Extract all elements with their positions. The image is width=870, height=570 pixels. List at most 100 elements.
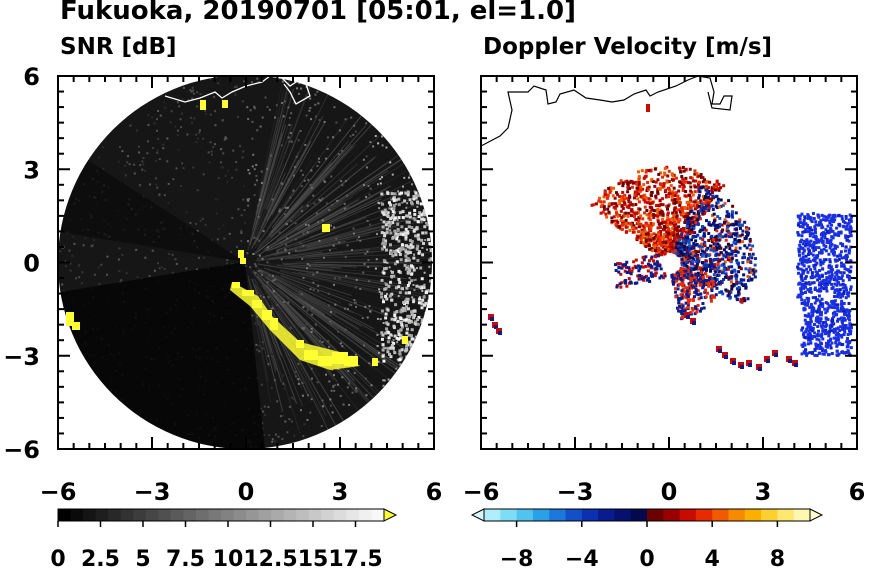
doppler-far-cluster-cell [814, 263, 818, 267]
snr-speckle [254, 263, 257, 266]
doppler-receding-cell [672, 233, 676, 237]
snr-bright-echo [430, 318, 432, 322]
doppler-receding-cell [695, 203, 699, 207]
snr-speckle [168, 253, 171, 256]
snr-speckle [316, 165, 319, 168]
snr-speckle [369, 436, 372, 439]
doppler-approaching-cell [707, 231, 711, 235]
snr-bright-echo [417, 316, 421, 320]
doppler-approaching-cell [747, 227, 751, 231]
doppler-receding-cell [640, 230, 644, 234]
snr-speckle [306, 418, 309, 421]
doppler-receding-cell [594, 202, 598, 206]
doppler-far-cluster-cell [833, 291, 837, 295]
snr-bright-echo [421, 231, 425, 235]
snr-bright-echo [414, 193, 418, 197]
doppler-approaching-cell [738, 287, 742, 291]
snr-speckle [424, 238, 427, 241]
doppler-approaching-cell [697, 196, 701, 200]
doppler-approaching-cell [713, 276, 717, 280]
snr-speckle [247, 169, 250, 172]
snr-speckle [408, 149, 411, 152]
snr-speckle [297, 362, 300, 365]
snr-streak [279, 270, 320, 282]
snr-speckle [400, 378, 403, 381]
doppler-approaching-cell [718, 216, 722, 220]
doppler-far-cluster-cell [817, 294, 821, 298]
snr-speckle [117, 160, 120, 163]
doppler-far-cluster-cell [849, 217, 853, 221]
doppler-approaching-cell [727, 265, 731, 269]
doppler-far-cluster-cell [828, 213, 832, 217]
snr-speckle [428, 265, 431, 268]
snr-speckle [381, 271, 384, 274]
snr-speckle [413, 348, 416, 351]
doppler-far-cluster-cell [805, 260, 809, 264]
snr-bright-echo [416, 318, 420, 322]
snr-speckle [425, 362, 428, 365]
doppler-far-cluster-cell [811, 308, 815, 312]
snr-speckle [153, 122, 156, 125]
doppler-receding-cell [650, 247, 654, 251]
snr-bright-echo [381, 354, 385, 358]
snr-speckle [294, 375, 297, 378]
doppler-far-cluster-cell [839, 295, 843, 299]
snr-speckle [353, 124, 356, 127]
snr-saturated-blob [372, 358, 378, 366]
snr-bright-echo [384, 312, 388, 316]
doppler-approaching-cell [720, 290, 724, 294]
doppler-approaching-cell [741, 240, 745, 244]
doppler-approaching-cell [703, 195, 707, 199]
doppler-far-cluster-cell [829, 238, 833, 242]
doppler-approaching-cell [732, 223, 736, 227]
doppler-far-cluster-cell [846, 316, 850, 320]
snr-speckle [376, 333, 379, 336]
doppler-receding-cell [638, 190, 642, 194]
snr-speckle [261, 258, 264, 261]
doppler-receding-cell [622, 197, 626, 201]
snr-speckle [410, 112, 413, 115]
snr-speckle [209, 113, 212, 116]
snr-speckle [127, 101, 130, 104]
snr-speckle [309, 411, 312, 414]
snr-bright-echo [396, 222, 400, 226]
snr-speckle [84, 237, 87, 240]
snr-speckle [266, 281, 269, 284]
snr-speckle [397, 97, 400, 100]
snr-speckle [59, 405, 62, 408]
snr-speckle [162, 143, 165, 146]
doppler-far-cluster-cell [827, 332, 831, 336]
snr-speckle [329, 398, 332, 401]
doppler-far-cluster-cell [808, 234, 812, 238]
snr-bright-echo [393, 318, 397, 322]
doppler-receding-cell [658, 211, 662, 215]
snr-bright-echo [415, 341, 419, 345]
doppler-spoke-cell [643, 275, 647, 279]
doppler-approaching-cell [692, 241, 696, 245]
doppler-lower-cell [670, 275, 674, 279]
doppler-far-cluster-cell [827, 276, 831, 280]
doppler-far-cluster-cell [799, 275, 803, 279]
doppler-approaching-cell [730, 213, 734, 217]
doppler-far-cluster-cell [808, 215, 812, 219]
snr-bright-echo [427, 219, 431, 223]
snr-speckle [120, 279, 123, 282]
snr-speckle [242, 80, 245, 83]
snr-speckle [344, 180, 347, 183]
snr-speckle [264, 414, 267, 417]
snr-bright-echo [384, 239, 388, 243]
doppler-approaching-cell [692, 230, 696, 234]
snr-speckle [365, 195, 368, 198]
doppler-far-cluster-cell [848, 318, 852, 322]
doppler-approaching-cell [682, 244, 686, 248]
snr-speckle [399, 424, 402, 427]
snr-speckle [123, 107, 126, 110]
doppler-approaching-cell [679, 250, 683, 254]
snr-speckle [156, 186, 159, 189]
snr-speckle [367, 259, 370, 262]
doppler-approaching-cell [739, 278, 743, 282]
doppler-receding-cell [626, 214, 630, 218]
doppler-receding-cell [605, 196, 609, 200]
snr-speckle [387, 378, 390, 381]
